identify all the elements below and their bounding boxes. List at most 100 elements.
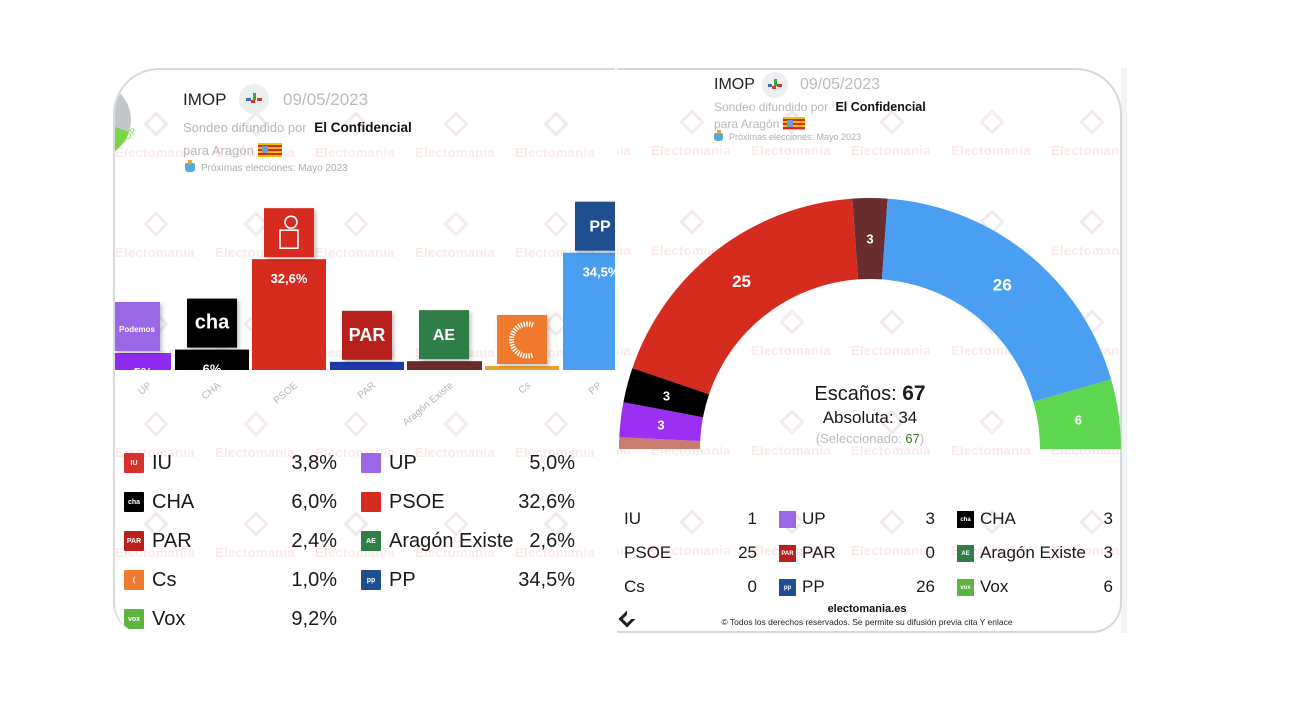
seat-legend-party[interactable]: Aragón Existe [980,543,1086,562]
party-logo-icon [779,511,796,528]
bar[interactable] [407,361,482,370]
footer-copyright: © Todos los derechos reservados. Se perm… [721,617,1013,627]
party-logo-icon [361,492,381,512]
party-name: PSOE [389,490,445,513]
party-logo-icon: vox [124,609,144,629]
seat-legend-party[interactable]: PSOE [624,543,672,562]
seat-legend-count: 3 [1103,543,1113,562]
seat-legend-count: 3 [1103,509,1113,528]
vote-legend-item[interactable]: UP [361,451,417,475]
hemicycle-segment[interactable] [852,197,888,280]
seat-legend-party[interactable]: CHA [980,509,1016,528]
seat-count-label: 25 [732,272,751,291]
vote-legend-item[interactable]: IU IU [124,451,172,475]
seat-legend-party[interactable]: Cs [624,577,645,596]
vote-legend-item[interactable]: AE Aragón Existe [361,529,514,553]
vote-legend-item[interactable]: (Cs [124,568,176,592]
seat-legend-count: 6 [1103,577,1113,596]
party-logo-text: cha [195,312,230,334]
x-axis-label: UP [136,380,154,398]
vote-percentage: 6,0% [291,491,337,513]
vote-legend-item[interactable]: pp PP [361,568,416,592]
bar[interactable] [252,259,326,370]
party-logo-icon: pp [361,570,381,590]
party-logo-icon [342,310,392,360]
hemicycle-segment[interactable] [881,198,1112,402]
bar[interactable] [563,252,615,370]
party-logo-text: PAR [349,325,386,345]
x-axis-label: Cs [517,380,533,396]
selected-seats: (Seleccionado: 67) [750,431,990,446]
party-name: CHA [152,490,195,513]
party-logo-icon: vox [957,579,974,596]
party-logo-icon [187,298,237,348]
region-label: para Aragón [183,143,254,158]
vote-legend-item[interactable]: vox Vox [124,607,185,631]
seat-legend-party[interactable]: PAR [802,543,836,562]
party-logo-text: Podemos [119,325,156,334]
bar-group: Podemos 5%UP [115,302,171,398]
party-logo-icon [575,201,615,251]
seat-legend-party[interactable]: Vox [980,577,1009,596]
seat-count-label: 26 [993,275,1012,294]
party-logo-icon [419,310,469,360]
published-by-label: Sondeo difundido por [183,120,307,135]
party-logo-icon: PAR [124,531,144,551]
bar[interactable] [175,349,249,370]
footer-site[interactable]: electomania.es [827,603,907,615]
seat-projection-panel: ElectomaniaElectomaniaElectomaniaElectom… [617,68,1127,633]
party-name: Cs [152,568,177,591]
x-axis-label: PP [587,380,605,397]
x-axis-label: PAR [356,380,378,401]
region: para Aragón [714,117,806,131]
media-name: El Confidencial [314,120,412,135]
hemicycle-segment[interactable] [623,368,710,418]
poll-date: 09/05/2023 [800,76,881,93]
hemicycle-segment[interactable] [619,402,703,442]
vote-percentage: 9,2% [291,608,337,630]
hemicycle-segment[interactable] [619,437,701,449]
bar-group: PAR PAR [330,310,404,401]
x-axis-label: PSOE [272,380,301,407]
party-logo-icon: AE [361,531,381,551]
vote-legend-item[interactable]: cha CHA [124,490,194,514]
hemicycle-segment[interactable] [632,198,859,395]
seat-legend-party[interactable]: PP [802,577,825,596]
seat-legend-party[interactable]: UP [802,509,826,528]
rose-icon [284,215,298,229]
seat-count-label: 3 [663,388,670,403]
seat-legend-count: 1 [747,509,757,528]
party-logo-icon: cha [957,511,974,528]
seat-legend-party[interactable]: IU [624,509,641,528]
party-logo-text: AE [433,327,456,344]
total-seats-label: Escaños: [814,383,897,405]
aragon-flag-icon [257,143,282,157]
seat-count-label: 6 [1075,412,1082,427]
bar-value-label: 34,5% [583,265,615,280]
panel-frame [617,68,1122,633]
party-logo-icon [264,208,314,258]
published-by-label: Sondeo difundido por [714,100,829,114]
majority: Absoluta: 34 [750,408,990,428]
cs-logo-icon [509,321,534,359]
bar[interactable] [485,366,559,370]
pollster-logo-icon [239,84,269,114]
seat-legend-count: 25 [738,543,757,562]
party-name: UP [389,451,417,474]
published-by: Sondeo difundido por El Confidencial [183,120,412,135]
region: para Aragón [183,143,282,158]
vote-percentage: 32,6% [518,491,575,513]
bar[interactable] [115,353,171,370]
aragon-flag-icon [783,117,806,130]
hemicycle-segment[interactable] [1033,379,1121,449]
party-name: IU [152,451,172,474]
vote-legend-item[interactable]: PSOE [361,490,445,514]
vote-percentage: 5,0% [529,452,575,474]
vote-legend-item[interactable]: PAR PAR [124,529,192,553]
seat-legend-count: 26 [916,577,935,596]
party-name: PP [389,568,416,591]
published-by: Sondeo difundido por El Confidencial [714,100,926,114]
bar[interactable] [330,361,404,370]
vote-percentage: 2,4% [291,530,337,552]
party-name: Aragón Existe [389,529,514,552]
